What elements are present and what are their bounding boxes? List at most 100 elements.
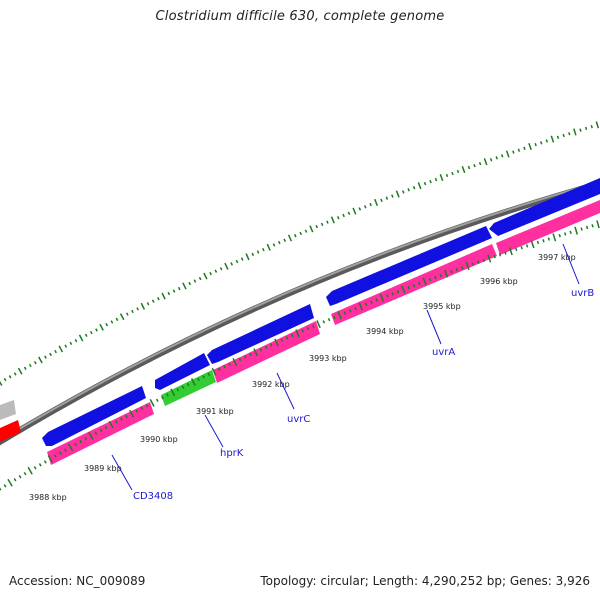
scale-minor-tick [558, 233, 561, 238]
scale-minor-tick [471, 262, 475, 266]
scale-major-tick [395, 190, 400, 198]
scale-minor-tick [354, 306, 357, 311]
scale-minor-tick [157, 296, 160, 301]
scale-minor-tick [181, 385, 185, 389]
scale-minor-tick [451, 171, 454, 176]
scale-minor-tick [500, 154, 504, 158]
scale-minor-tick [217, 367, 221, 372]
scale-major-tick [182, 282, 187, 290]
scale-minor-tick [407, 188, 410, 192]
scale-minor-tick [348, 309, 352, 313]
scale-minor-tick [188, 281, 191, 286]
scale-minor-tick [283, 238, 286, 242]
scale-minor-tick [322, 320, 326, 324]
scale-minor-tick [146, 302, 150, 306]
scale-major-tick [58, 345, 64, 353]
gene-label-CD3408[interactable]: CD3408 [133, 491, 173, 502]
scale-minor-tick [285, 336, 289, 340]
scale-major-tick [287, 234, 293, 242]
scale-minor-tick [545, 139, 549, 143]
scale-minor-tick [423, 181, 427, 186]
scale-major-tick [487, 254, 492, 263]
scale-minor-tick [126, 312, 129, 316]
scale-minor-tick [523, 146, 526, 151]
gene-label-hprK[interactable]: hprK [220, 448, 244, 459]
scale-minor-tick [23, 472, 27, 476]
scale-minor-tick [8, 375, 12, 379]
scale-minor-tick [74, 442, 77, 447]
scale-major-tick [574, 226, 579, 235]
scale-minor-tick [455, 268, 459, 272]
scale-minor-tick [209, 271, 212, 276]
accession-text: Accession: NC_009089 [9, 574, 146, 588]
scale-minor-tick [412, 283, 416, 288]
scale-minor-tick [177, 286, 181, 291]
scale-major-tick [190, 378, 196, 386]
scale-minor-tick [223, 365, 226, 369]
scale-minor-tick [534, 142, 537, 147]
scale-minor-tick [517, 148, 521, 152]
scale-minor-tick [202, 375, 205, 379]
scale-minor-tick [489, 158, 493, 162]
scale-major-tick [483, 158, 488, 166]
forward-cds-track[interactable] [42, 178, 600, 446]
scale-minor-tick [370, 300, 373, 304]
scale-minor-tick [95, 328, 98, 332]
scale-minor-tick [290, 333, 294, 338]
cds-feature-hprK [161, 370, 216, 406]
outer-scale-track [0, 121, 600, 386]
scale-minor-tick [450, 270, 453, 274]
kbp-scale-labels: 3988 kbp 3989 kbp 3990 kbp 3991 kbp 3992… [29, 253, 576, 502]
scale-major-tick [337, 311, 342, 320]
scale-minor-tick [13, 478, 17, 482]
cds-feature-track[interactable] [47, 200, 600, 465]
gene-label-uvrA[interactable]: uvrA [432, 347, 455, 358]
scale-minor-tick [512, 150, 515, 154]
scale-minor-tick [569, 230, 572, 235]
scale-minor-tick [585, 225, 589, 230]
scale-minor-tick [198, 276, 202, 281]
scale-minor-tick [69, 341, 73, 346]
scale-minor-tick [64, 344, 68, 348]
scale-major-tick [309, 225, 314, 233]
scale-major-tick [67, 443, 74, 452]
scale-minor-tick [197, 377, 200, 382]
scale-major-tick [129, 409, 135, 418]
gene-labels[interactable]: CD3408 hprK uvrC uvrA uvrB [133, 288, 594, 502]
gene-label-uvrC[interactable]: uvrC [287, 414, 310, 425]
scale-major-tick [119, 313, 125, 321]
scale-major-tick [7, 478, 13, 487]
kbp-label: 3997 kbp [538, 253, 576, 262]
scale-major-tick [47, 455, 53, 463]
scale-major-tick [508, 247, 513, 256]
gene-label-uvrB[interactable]: uvrB [571, 288, 594, 299]
scale-major-tick [99, 323, 104, 331]
scale-minor-tick [301, 329, 305, 333]
scale-minor-tick [407, 285, 410, 290]
scale-minor-tick [131, 309, 134, 314]
scale-major-tick [379, 294, 385, 302]
scale-minor-tick [167, 291, 171, 296]
scale-major-tick [38, 356, 43, 364]
scale-minor-tick [358, 207, 362, 211]
scale-minor-tick [333, 315, 336, 320]
scale-major-tick [573, 128, 577, 136]
scale-minor-tick [278, 240, 281, 245]
scale-major-tick [211, 367, 217, 376]
scale-minor-tick [251, 252, 255, 257]
scale-minor-tick [79, 439, 83, 444]
scale-minor-tick [49, 352, 52, 357]
scale-minor-tick [304, 229, 308, 233]
scale-minor-tick [385, 196, 389, 200]
scale-minor-tick [364, 205, 367, 209]
cds-forward-arrow [326, 226, 492, 306]
scale-minor-tick [166, 393, 169, 397]
scale-major-tick [17, 367, 23, 375]
scale-minor-tick [270, 343, 273, 347]
kbp-label: 3992 kbp [252, 380, 290, 389]
scale-minor-tick [547, 237, 551, 241]
kbp-label: 3991 kbp [196, 407, 234, 416]
scale-minor-tick [240, 257, 244, 261]
scale-major-tick [401, 285, 406, 294]
